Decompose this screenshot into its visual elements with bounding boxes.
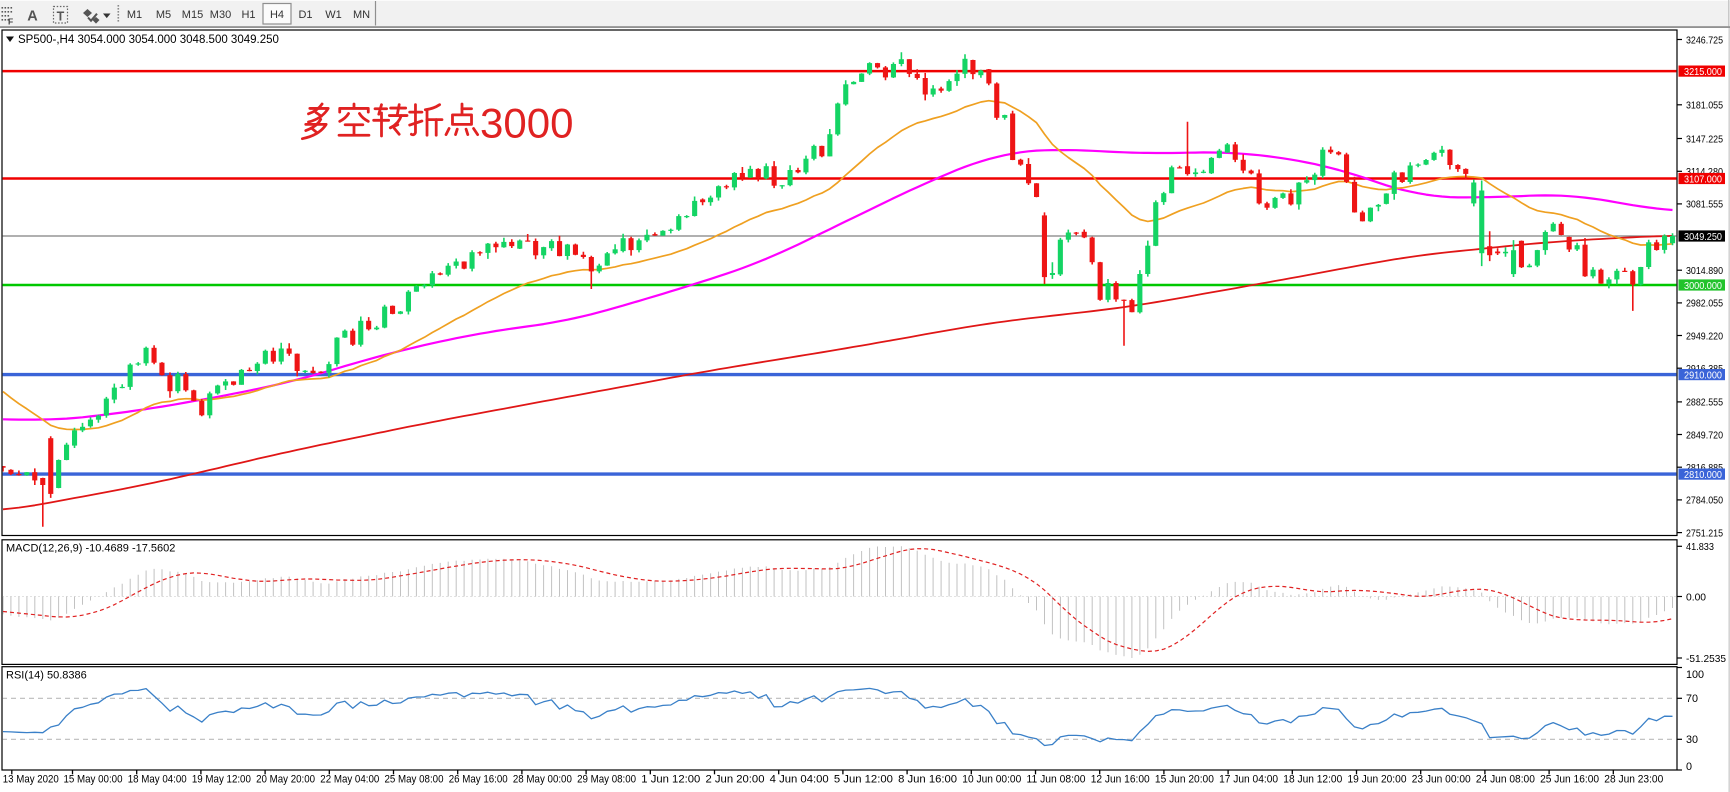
- svg-text:8 Jun 16:00: 8 Jun 16:00: [898, 774, 957, 786]
- svg-text:2784.050: 2784.050: [1686, 495, 1723, 507]
- svg-text:100: 100: [1686, 669, 1704, 681]
- svg-text:24 Jun 08:00: 24 Jun 08:00: [1476, 774, 1535, 786]
- svg-text:1 Jun 12:00: 1 Jun 12:00: [641, 774, 700, 786]
- svg-text:19 Jun 20:00: 19 Jun 20:00: [1348, 774, 1407, 786]
- svg-text:19 May 12:00: 19 May 12:00: [192, 774, 251, 786]
- svg-text:10 Jun 00:00: 10 Jun 00:00: [962, 774, 1021, 786]
- svg-text:0.00: 0.00: [1686, 591, 1706, 603]
- svg-text:3215.000: 3215.000: [1684, 66, 1722, 78]
- svg-text:4 Jun 04:00: 4 Jun 04:00: [770, 774, 829, 786]
- svg-text:70: 70: [1686, 693, 1698, 705]
- svg-text:3081.555: 3081.555: [1686, 199, 1723, 211]
- svg-text:SP500-,H4 3054.000 3054.000 3: SP500-,H4 3054.000 3054.000 3048.500 304…: [18, 34, 279, 46]
- svg-text:18 Jun 12:00: 18 Jun 12:00: [1283, 774, 1342, 786]
- svg-text:D1: D1: [298, 9, 312, 21]
- svg-text:25 Jun 16:00: 25 Jun 16:00: [1540, 774, 1599, 786]
- svg-text:2882.555: 2882.555: [1686, 397, 1723, 409]
- svg-text:30: 30: [1686, 734, 1698, 746]
- svg-text:A: A: [27, 9, 38, 25]
- svg-text:M5: M5: [156, 9, 171, 21]
- svg-text:5 Jun 12:00: 5 Jun 12:00: [834, 774, 893, 786]
- svg-text:22 May 04:00: 22 May 04:00: [320, 774, 379, 786]
- svg-text:H1: H1: [241, 9, 255, 21]
- svg-text:3049.250: 3049.250: [1684, 231, 1722, 243]
- svg-text:2949.220: 2949.220: [1686, 330, 1723, 342]
- svg-text:3246.725: 3246.725: [1686, 34, 1723, 46]
- svg-text:2849.720: 2849.720: [1686, 429, 1723, 441]
- svg-text:3147.225: 3147.225: [1686, 133, 1723, 145]
- svg-text:3000: 3000: [480, 100, 573, 147]
- svg-text:T: T: [57, 10, 65, 24]
- svg-text:28 May 00:00: 28 May 00:00: [513, 774, 572, 786]
- svg-text:-51.2535: -51.2535: [1686, 653, 1726, 665]
- svg-text:W1: W1: [325, 9, 342, 21]
- svg-text:3000.000: 3000.000: [1684, 280, 1722, 292]
- svg-text:MN: MN: [353, 9, 370, 21]
- svg-text:25 May 08:00: 25 May 08:00: [385, 774, 444, 786]
- svg-text:12 Jun 16:00: 12 Jun 16:00: [1091, 774, 1150, 786]
- svg-text:28 Jun 23:00: 28 Jun 23:00: [1604, 774, 1663, 786]
- svg-text:M1: M1: [127, 9, 142, 21]
- svg-text:RSI(14) 50.8386: RSI(14) 50.8386: [6, 670, 87, 682]
- svg-text:M30: M30: [210, 9, 231, 21]
- svg-text:3107.000: 3107.000: [1684, 173, 1722, 185]
- svg-text:MACD(12,26,9) -10.4689 -17.560: MACD(12,26,9) -10.4689 -17.5602: [6, 543, 175, 555]
- svg-text:29 May 08:00: 29 May 08:00: [577, 774, 636, 786]
- svg-text:15 May 00:00: 15 May 00:00: [64, 774, 123, 786]
- svg-text:17 Jun 04:00: 17 Jun 04:00: [1219, 774, 1278, 786]
- svg-text:H4: H4: [270, 9, 284, 21]
- svg-text:2751.215: 2751.215: [1686, 527, 1723, 539]
- svg-text:15 Jun 20:00: 15 Jun 20:00: [1155, 774, 1214, 786]
- svg-text:23 Jun 00:00: 23 Jun 00:00: [1412, 774, 1471, 786]
- svg-text:26 May 16:00: 26 May 16:00: [449, 774, 508, 786]
- svg-text:20 May 20:00: 20 May 20:00: [256, 774, 315, 786]
- svg-text:2910.000: 2910.000: [1684, 369, 1722, 381]
- svg-text:18 May 04:00: 18 May 04:00: [128, 774, 187, 786]
- svg-text:M15: M15: [182, 9, 203, 21]
- svg-text:41.833: 41.833: [1686, 541, 1714, 553]
- svg-text:2 Jun 20:00: 2 Jun 20:00: [706, 774, 765, 786]
- svg-text:13 May 2020: 13 May 2020: [3, 774, 59, 786]
- svg-text:2982.055: 2982.055: [1686, 298, 1723, 310]
- svg-text:F: F: [8, 17, 13, 27]
- svg-text:3181.055: 3181.055: [1686, 100, 1723, 112]
- svg-text:2810.000: 2810.000: [1684, 469, 1722, 481]
- svg-text:0: 0: [1686, 761, 1692, 773]
- svg-text:11 Jun 08:00: 11 Jun 08:00: [1027, 774, 1086, 786]
- svg-text:3014.890: 3014.890: [1686, 265, 1723, 277]
